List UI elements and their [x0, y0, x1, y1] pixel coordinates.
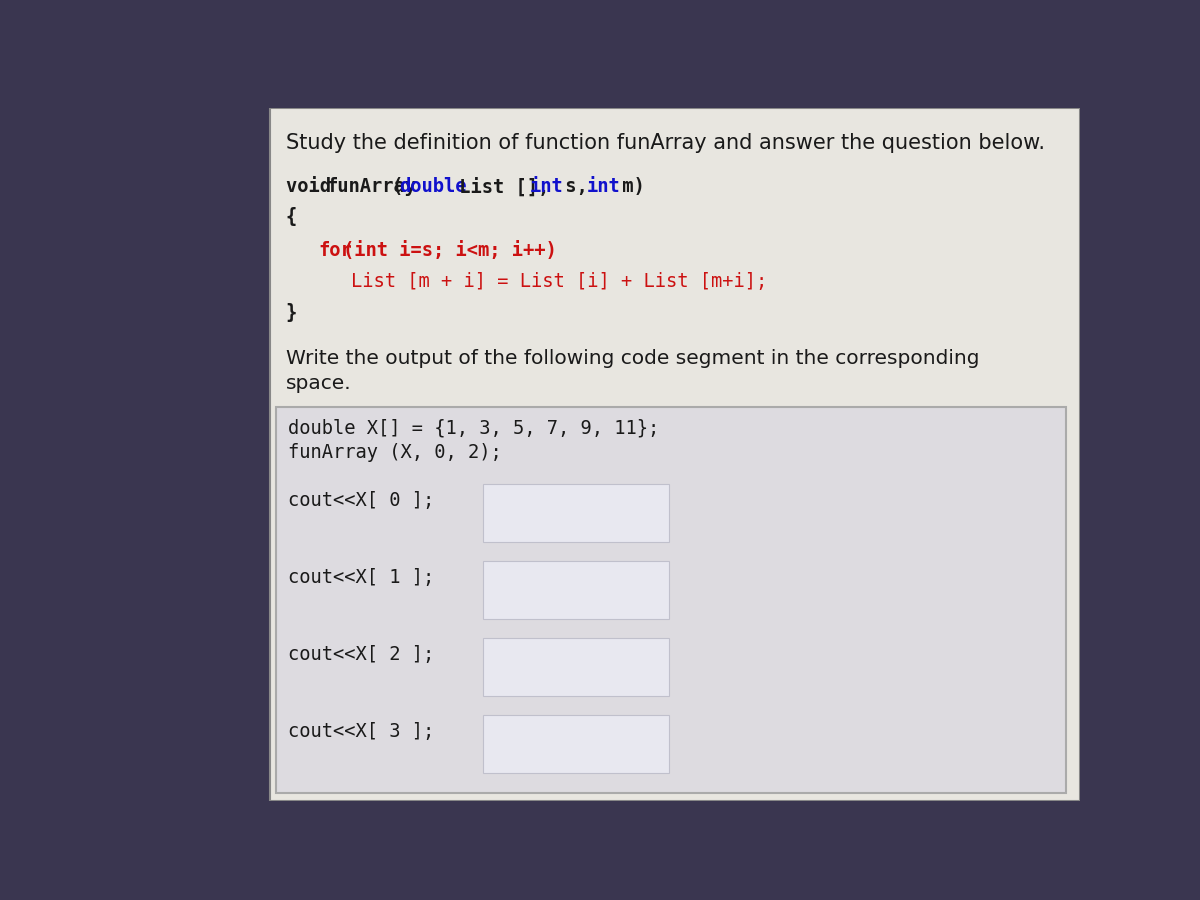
Text: m): m)	[611, 177, 644, 196]
FancyBboxPatch shape	[276, 407, 1066, 793]
Text: int: int	[529, 177, 564, 196]
Text: space.: space.	[286, 374, 352, 392]
Text: double X[] = {1, 3, 5, 7, 9, 11};: double X[] = {1, 3, 5, 7, 9, 11};	[288, 418, 659, 437]
Text: cout<<X[ 2 ];: cout<<X[ 2 ];	[288, 645, 434, 664]
Text: {: {	[286, 207, 296, 226]
Text: (: (	[391, 177, 403, 196]
Text: Write the output of the following code segment in the corresponding: Write the output of the following code s…	[286, 349, 979, 368]
Text: funArray: funArray	[326, 177, 416, 196]
Text: List [],: List [],	[449, 177, 560, 196]
Text: void: void	[286, 177, 342, 196]
Text: funArray (X, 0, 2);: funArray (X, 0, 2);	[288, 443, 502, 462]
FancyBboxPatch shape	[150, 108, 270, 801]
FancyBboxPatch shape	[484, 638, 670, 696]
FancyBboxPatch shape	[484, 715, 670, 772]
Text: Study the definition of function funArray and answer the question below.: Study the definition of function funArra…	[286, 132, 1045, 153]
FancyBboxPatch shape	[270, 108, 1080, 801]
Text: s,: s,	[554, 177, 599, 196]
Text: int: int	[587, 177, 620, 196]
Text: cout<<X[ 0 ];: cout<<X[ 0 ];	[288, 491, 434, 510]
FancyBboxPatch shape	[484, 484, 670, 542]
Text: List [m + i] = List [i] + List [m+i];: List [m + i] = List [i] + List [m+i];	[350, 272, 767, 291]
Text: }: }	[286, 302, 296, 322]
Text: (int i=s; i<m; i++): (int i=s; i<m; i++)	[342, 241, 557, 260]
Text: cout<<X[ 1 ];: cout<<X[ 1 ];	[288, 569, 434, 588]
Text: for: for	[318, 241, 352, 260]
Text: cout<<X[ 3 ];: cout<<X[ 3 ];	[288, 723, 434, 742]
Text: double: double	[400, 177, 467, 196]
FancyBboxPatch shape	[484, 561, 670, 618]
